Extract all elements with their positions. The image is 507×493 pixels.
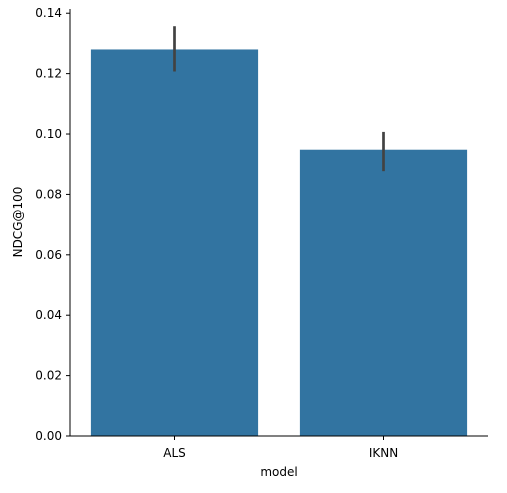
y-tick-label: 0.12 xyxy=(35,67,62,81)
y-tick-label: 0.14 xyxy=(35,6,62,20)
x-tick-label: IKNN xyxy=(369,446,398,460)
y-tick-label: 0.08 xyxy=(35,187,62,201)
y-tick-label: 0.00 xyxy=(35,429,62,443)
x-axis-ticks: ALS IKNN xyxy=(163,436,398,460)
bar-iknn xyxy=(300,150,467,436)
y-tick-label: 0.04 xyxy=(35,308,62,322)
x-tick-label: ALS xyxy=(163,446,186,460)
y-tick-label: 0.02 xyxy=(35,369,62,383)
y-tick-label: 0.10 xyxy=(35,127,62,141)
x-axis-title: model xyxy=(260,465,297,479)
bars-layer xyxy=(91,49,467,436)
y-axis-ticks: 0.00 0.02 0.04 0.06 0.08 0.10 0.12 0.14 xyxy=(35,6,70,443)
bar-als xyxy=(91,49,258,436)
y-tick-label: 0.06 xyxy=(35,248,62,262)
y-axis-title: NDCG@100 xyxy=(11,187,25,258)
